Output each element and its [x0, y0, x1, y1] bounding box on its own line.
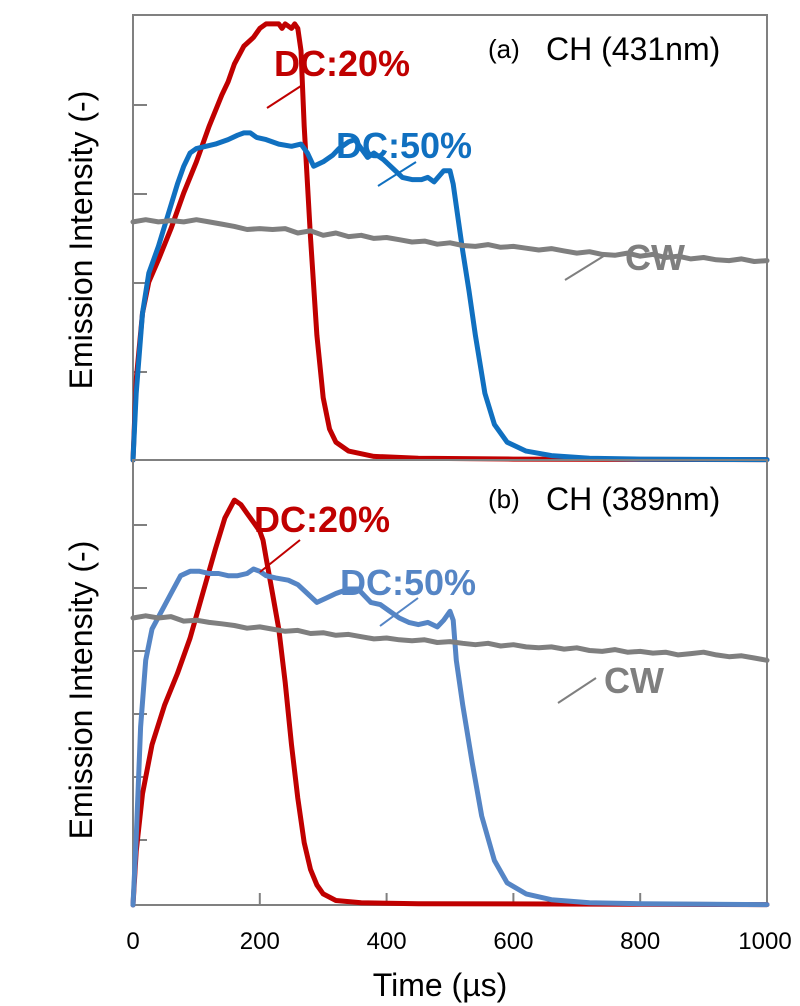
x-tick-label: 200 — [240, 928, 280, 955]
panel-a-dc50-label: DC:50% — [336, 125, 472, 166]
panel-b: 0 200 400 600 800 1000 (b) CH (389nm) Emissio… — [63, 459, 792, 1003]
panel-b-dc50-leader — [379, 597, 419, 627]
panel-a-dc20-label: DC:20% — [274, 43, 410, 84]
panel-b-y-axis-title: Emission Intensity (-) — [63, 541, 99, 840]
panel-b-dc20-leader — [259, 539, 301, 573]
panel-b-title: CH (389nm) — [546, 481, 720, 517]
panel-b-cw-label: CW — [604, 660, 664, 701]
panel-b-x-ticks: 0 200 400 600 800 1000 — [126, 893, 792, 955]
x-tick-label: 800 — [620, 928, 660, 955]
panel-b-series-dc-50-line — [130, 566, 770, 908]
panel-b-dc50-label: DC:50% — [340, 562, 476, 603]
panel-a-series-dc-50-line — [130, 130, 770, 463]
x-tick-label: 400 — [367, 928, 407, 955]
panel-a-cw-leader — [564, 253, 608, 281]
panel-a-title: CH (431nm) — [546, 31, 720, 67]
panel-a-dc50-leader — [377, 161, 417, 187]
x-axis-title: Time (µs) — [373, 967, 508, 1003]
panel-b-series-dc-20-line — [130, 497, 770, 908]
x-tick-label: 600 — [493, 928, 533, 955]
panel-b-frame — [132, 459, 768, 906]
panel-a-y-axis-title: Emission Intensity (-) — [63, 91, 99, 390]
panel-a-label: (a) — [488, 34, 520, 64]
panel-a-series-dc-20-line — [130, 21, 770, 463]
panel-b-plot-area — [130, 497, 770, 908]
x-tick-label: 1000 — [738, 928, 791, 955]
x-tick-label: 0 — [126, 928, 139, 955]
panel-b-label: (b) — [488, 484, 520, 514]
panel-b-series-cw-line — [130, 613, 770, 663]
panel-a-series-cw-line — [130, 217, 770, 264]
panel-b-dc20-label: DC:20% — [254, 499, 390, 540]
panel-a-dc20-leader — [266, 83, 305, 109]
panel-a: (a) CH (431nm) Emission Intensity (-) DC… — [63, 14, 770, 463]
panel-b-cw-leader — [557, 677, 597, 704]
panel-a-cw-label: CW — [625, 237, 685, 278]
panel-a-plot-area — [130, 21, 770, 463]
